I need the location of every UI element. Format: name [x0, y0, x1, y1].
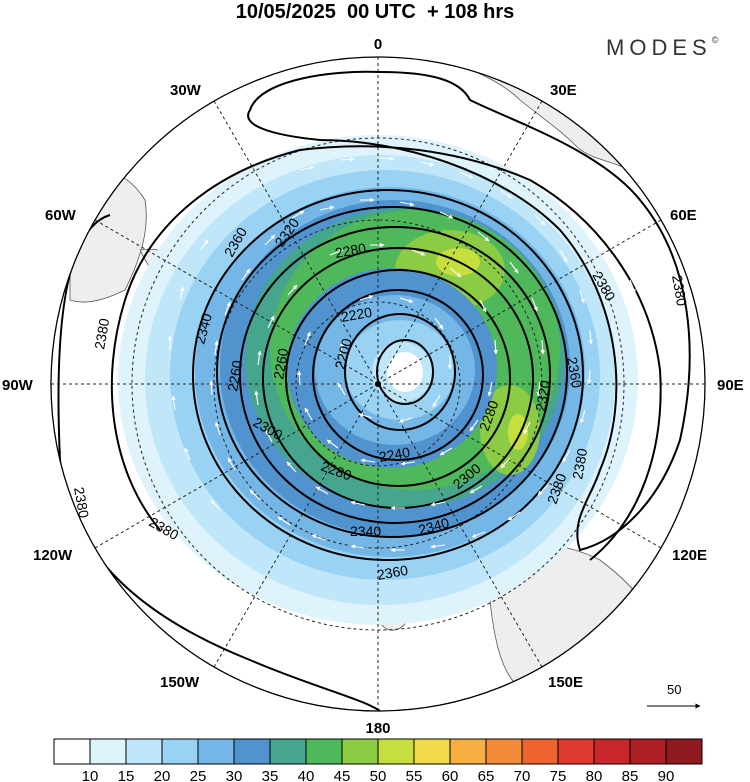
colorbar-swatch [269, 738, 307, 765]
colorbar-swatch [125, 738, 163, 765]
contour-label: 2220 [340, 304, 374, 325]
lon-label-150w: 150W [160, 674, 200, 691]
lon-label-120e: 120E [672, 547, 707, 564]
contour-label: 2200 [331, 336, 355, 370]
colorbar-swatch [161, 738, 199, 765]
colorbar-tick-label: 45 [334, 768, 351, 782]
lon-label-30w: 30W [170, 82, 202, 99]
colorbar-swatch [521, 738, 559, 765]
contour-label: 2340 [191, 311, 215, 345]
longitude-labels: 0 180 90W 90E 30W 30E 60W 60E 120W 120E … [2, 36, 744, 737]
lon-label-90w: 90W [2, 377, 34, 394]
colorbar-tick-label: 25 [190, 768, 207, 782]
colorbar-swatch [341, 738, 379, 765]
lon-label-90e: 90E [717, 377, 744, 394]
map-content: 2360 2320 2280 2340 2220 2260 2200 2260 … [51, 57, 705, 711]
colorbar-tick-label: 85 [622, 768, 639, 782]
wind-reference: 50 [647, 682, 701, 709]
colorbar: 10 15 20 25 30 35 40 45 50 55 60 65 70 75 80 85 90 [53, 738, 703, 782]
colorbar-tick-label: 90 [658, 768, 675, 782]
colorbar-tick-label: 60 [442, 768, 459, 782]
contour-label: 2340 [417, 514, 451, 538]
contour-label: 2380 [569, 447, 590, 481]
colorbar-swatch [305, 738, 343, 765]
lon-label-60e: 60E [670, 207, 697, 224]
colorbar-swatch [413, 738, 451, 765]
colorbar-tick-label: 10 [82, 768, 99, 782]
colorbar-tick-label: 80 [586, 768, 603, 782]
contour-label: 2280 [334, 240, 368, 261]
map-title: 10/05/2025 00 UTC + 108 hrs [235, 1, 515, 23]
contour-label: 2360 [376, 562, 410, 583]
colorbar-swatch [53, 738, 91, 765]
colorbar-tick-label: 40 [298, 768, 315, 782]
contour-label: 2380 [91, 317, 112, 351]
colorbar-swatch [449, 738, 487, 765]
contour-label: 2360 [564, 356, 585, 390]
brand-logo: MODES© [606, 35, 719, 60]
lon-label-0: 0 [374, 36, 382, 53]
colorbar-swatch [557, 738, 595, 765]
colorbar-tick-label: 55 [406, 768, 423, 782]
contour-label: 2260 [224, 359, 245, 393]
graticule [51, 57, 705, 711]
colorbar-swatch [593, 738, 631, 765]
lon-label-150e: 150E [548, 674, 583, 691]
colorbar-tick-label: 50 [370, 768, 387, 782]
colorbar-tick-label: 35 [262, 768, 279, 782]
contour-label: 2380 [669, 274, 690, 308]
lon-label-180: 180 [365, 720, 390, 737]
lon-label-60w: 60W [45, 207, 77, 224]
colorbar-tick-label: 65 [478, 768, 495, 782]
colorbar-swatch [233, 738, 271, 765]
colorbar-tick-label: 20 [154, 768, 171, 782]
pole-marker [375, 381, 381, 387]
wind-vectors [167, 156, 643, 553]
colorbar-swatch [197, 738, 235, 765]
colorbar-swatch [89, 738, 127, 765]
colorbar-tick-label: 75 [550, 768, 567, 782]
colorbar-tick-label: 70 [514, 768, 531, 782]
map-boundary [50, 56, 706, 712]
colorbar-swatch [377, 738, 415, 765]
colorbar-swatch [485, 738, 523, 765]
contour-label: 2240 [378, 444, 412, 465]
colorbar-swatch [629, 738, 667, 765]
colorbar-swatch [665, 738, 703, 765]
contour-label: 2260 [270, 347, 291, 381]
wind-reference-value: 50 [667, 682, 681, 697]
contour-label: 2320 [532, 379, 553, 413]
lon-label-30e: 30E [550, 82, 577, 99]
colorbar-tick-label: 30 [226, 768, 243, 782]
lon-label-120w: 120W [33, 547, 73, 564]
contour-label: 2340 [350, 523, 381, 539]
colorbar-tick-label: 15 [118, 768, 135, 782]
